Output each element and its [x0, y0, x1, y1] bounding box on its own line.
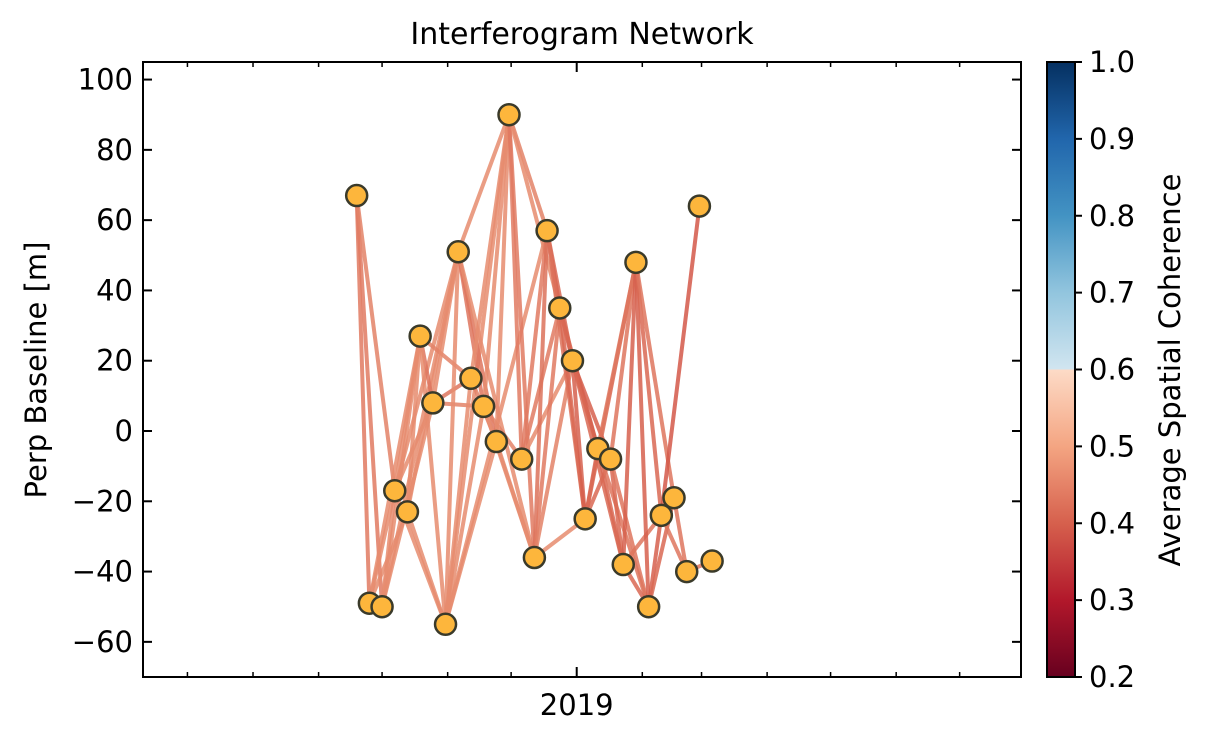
- acquisition-point: [433, 612, 458, 637]
- pair-line: [532, 358, 575, 560]
- pair-line: [494, 439, 537, 560]
- y-tick-label: 20: [96, 344, 133, 378]
- pair-line: [354, 193, 397, 493]
- acquisition-point: [624, 250, 648, 275]
- y-tick-label: −20: [72, 484, 133, 518]
- acquisition-point: [598, 447, 623, 471]
- colorbar-tick-label: 1.0: [1089, 45, 1135, 79]
- acquisition-point: [471, 394, 496, 419]
- acquisition-point: [383, 478, 407, 503]
- acquisition-point: [535, 218, 559, 243]
- colorbar-label: Average Spatial Coherence: [1153, 174, 1187, 567]
- y-tick-label: 0: [115, 414, 133, 448]
- plot-area: −60 −40 −20 0 20 40 60 80 100 2019: [72, 61, 1022, 722]
- acquisition-point: [509, 447, 534, 471]
- acquisition-point: [649, 503, 674, 528]
- colorbar-tick-label: 0.8: [1089, 199, 1135, 233]
- colorbar-tick-label: 0.2: [1089, 660, 1135, 694]
- colorbar-tick-label: 0.3: [1089, 583, 1135, 617]
- acquisition-point: [560, 348, 585, 373]
- pair-line: [672, 495, 689, 574]
- pair-line: [519, 228, 550, 462]
- acquisition-point: [573, 507, 597, 531]
- pair-line: [507, 112, 537, 560]
- x-tick-label: 2019: [540, 688, 614, 722]
- pair-line: [456, 112, 512, 254]
- acquisition-point: [611, 552, 636, 577]
- pair-line: [621, 260, 638, 567]
- pair-line: [570, 358, 588, 521]
- colorbar-tick-label: 0.4: [1089, 506, 1135, 540]
- colorbar-tick-label: 0.9: [1089, 122, 1135, 156]
- pair-line: [392, 334, 423, 493]
- acquisition-point: [421, 391, 445, 415]
- acquisition-point: [674, 559, 699, 584]
- y-tick-label: 60: [96, 203, 133, 237]
- y-tick-label: −60: [72, 625, 133, 659]
- colorbar-tick-label: 0.7: [1089, 276, 1135, 310]
- acquisition-point: [687, 194, 712, 218]
- x-axis-ticks: 2019: [186, 62, 961, 722]
- acquisition-point: [636, 594, 661, 619]
- acquisition-point: [662, 486, 686, 510]
- y-tick-label: 100: [78, 63, 133, 97]
- pair-line: [608, 457, 626, 567]
- y-axis-ticks: −60 −40 −20 0 20 40 60 80 100: [72, 63, 1021, 659]
- pair-line: [494, 112, 512, 444]
- pair-line: [532, 306, 562, 560]
- colorbar-tick-label: 0.6: [1089, 353, 1135, 387]
- pair-line: [608, 260, 638, 462]
- acquisition-point: [548, 296, 572, 320]
- acquisition-point: [408, 324, 432, 348]
- pair-line: [430, 249, 461, 405]
- pair-line: [405, 334, 423, 514]
- colorbar: 0.2 0.3 0.4 0.5 0.6 0.7 0.8 0.9 1.0 Average Spat…: [1046, 45, 1187, 694]
- pair-line: [519, 358, 575, 462]
- plot-frame: [142, 61, 1022, 678]
- acquisition-points: [344, 102, 724, 637]
- pair-line: [405, 509, 448, 627]
- colorbar-gradient: [1046, 61, 1076, 678]
- pair-line: [468, 112, 512, 381]
- acquisition-point: [370, 594, 394, 619]
- pair-line: [354, 193, 385, 609]
- pair-line: [659, 204, 702, 518]
- acquisition-point: [484, 429, 509, 454]
- pair-line: [418, 334, 448, 627]
- y-tick-label: −40: [72, 555, 133, 589]
- y-tick-label: 40: [96, 273, 133, 307]
- acquisition-point: [446, 240, 470, 264]
- colorbar-tick-label: 0.5: [1089, 429, 1135, 463]
- colorbar-ticks: 0.2 0.3 0.4 0.5 0.6 0.7 0.8 0.9 1.0: [1075, 45, 1135, 694]
- acquisition-point: [344, 183, 369, 208]
- pair-line: [595, 260, 638, 451]
- acquisition-point: [395, 500, 420, 524]
- pair-line: [633, 260, 651, 609]
- acquisition-point: [497, 102, 521, 127]
- pair-line: [608, 457, 651, 609]
- chart-title: Interferogram Network: [410, 17, 754, 52]
- pair-line: [481, 112, 512, 409]
- acquisition-point: [522, 545, 547, 570]
- pair-line: [633, 260, 664, 518]
- pair-line: [354, 193, 372, 606]
- y-tick-label: 80: [96, 133, 133, 167]
- pair-line: [443, 249, 461, 627]
- y-axis-label: Perp Baseline [m]: [19, 242, 53, 499]
- interferogram-pairs: [354, 112, 715, 627]
- pair-line: [532, 228, 550, 560]
- acquisition-point: [700, 549, 724, 573]
- acquisition-point: [459, 366, 483, 391]
